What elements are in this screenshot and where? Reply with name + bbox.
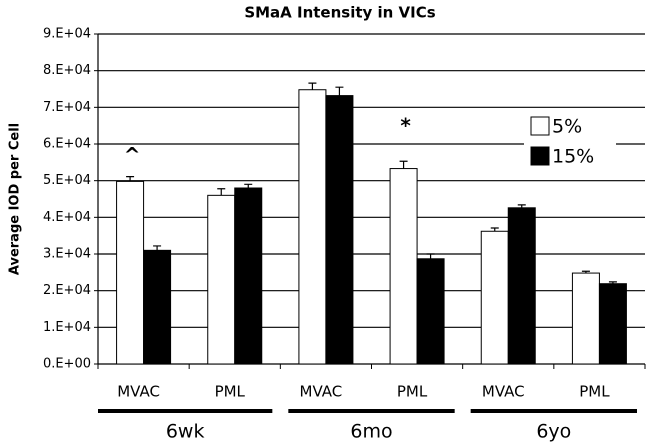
bar bbox=[234, 187, 263, 365]
error-bar bbox=[244, 183, 253, 188]
bar bbox=[571, 272, 600, 365]
bar bbox=[143, 249, 172, 365]
y-tick-label: 4.E+04 bbox=[43, 210, 91, 225]
x-tick-label: PML bbox=[215, 383, 246, 401]
bar bbox=[298, 89, 327, 365]
group-label: 6wk bbox=[166, 421, 205, 443]
bar bbox=[416, 258, 445, 365]
y-tick-label: 7.E+04 bbox=[43, 100, 91, 115]
y-tick-label: 1.E+04 bbox=[43, 320, 91, 335]
error-bar bbox=[308, 82, 317, 90]
error-bar bbox=[490, 227, 499, 232]
legend-swatch bbox=[530, 146, 550, 166]
y-tick-label: 6.E+04 bbox=[43, 137, 91, 152]
legend-swatch bbox=[530, 116, 550, 136]
y-tick-label: 9.E+04 bbox=[43, 27, 91, 42]
bar bbox=[598, 283, 627, 365]
x-tick-label: MVAC bbox=[117, 383, 160, 401]
error-bar bbox=[217, 188, 226, 196]
annotation: ^ bbox=[124, 143, 141, 167]
bar bbox=[480, 230, 509, 365]
y-tick-label: 2.E+04 bbox=[43, 283, 91, 298]
error-bar bbox=[126, 176, 135, 182]
y-tick-label: 0.E+00 bbox=[43, 357, 91, 372]
legend-label: 5% bbox=[552, 116, 582, 138]
y-tick-label: 8.E+04 bbox=[43, 63, 91, 78]
bar bbox=[116, 180, 145, 365]
error-bar bbox=[581, 270, 590, 274]
bar bbox=[507, 207, 536, 365]
legend-label: 15% bbox=[552, 146, 594, 168]
chart-title: SMaA Intensity in VICs bbox=[244, 4, 435, 22]
error-bar bbox=[608, 281, 617, 284]
x-tick-label: MVAC bbox=[482, 383, 525, 401]
bar bbox=[389, 168, 418, 365]
group-label: 6mo bbox=[350, 421, 392, 443]
bar bbox=[325, 95, 354, 365]
y-tick-label: 5.E+04 bbox=[43, 173, 91, 188]
error-bar bbox=[426, 253, 435, 259]
annotation: * bbox=[400, 114, 411, 138]
x-tick-label: MVAC bbox=[300, 383, 343, 401]
group-label: 6yo bbox=[536, 421, 571, 443]
error-bar bbox=[517, 204, 526, 208]
error-bar bbox=[399, 160, 408, 169]
x-tick-label: PML bbox=[397, 383, 428, 401]
x-tick-label: PML bbox=[579, 383, 610, 401]
error-bar bbox=[335, 86, 344, 96]
y-tick-label: 3.E+04 bbox=[43, 247, 91, 262]
y-axis-label: Average IOD per Cell bbox=[8, 123, 23, 275]
error-bar bbox=[153, 245, 162, 251]
bar bbox=[207, 194, 236, 365]
